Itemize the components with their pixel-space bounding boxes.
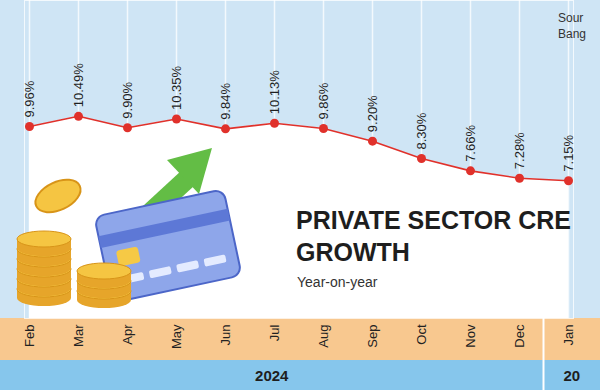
svg-text:7.15%: 7.15% bbox=[561, 134, 576, 171]
svg-text:9.90%: 9.90% bbox=[120, 81, 135, 118]
html-text:PRIVATE SECTOR CRE GROWTH: PRIVATE SECTOR CRE GROWTH bbox=[296, 206, 571, 266]
svg-text:Mar: Mar bbox=[71, 324, 86, 347]
html-text:Sour Bang: Sour Bang bbox=[558, 11, 586, 41]
svg-text:9.86%: 9.86% bbox=[316, 82, 331, 119]
svg-text:Nov: Nov bbox=[463, 324, 478, 348]
svg-text:7.28%: 7.28% bbox=[512, 132, 527, 169]
svg-text:Apr: Apr bbox=[120, 324, 135, 345]
svg-text:Jul: Jul bbox=[267, 324, 282, 341]
svg-text:Feb: Feb bbox=[22, 325, 37, 347]
svg-text:10.13%: 10.13% bbox=[267, 70, 282, 115]
svg-text:10.35%: 10.35% bbox=[169, 65, 184, 110]
svg-text:Jun: Jun bbox=[218, 325, 233, 346]
svg-text:9.20%: 9.20% bbox=[365, 95, 380, 132]
svg-text:20: 20 bbox=[563, 367, 580, 384]
svg-text:2024: 2024 bbox=[255, 367, 289, 384]
svg-text:9.96%: 9.96% bbox=[22, 80, 37, 117]
svg-text:Sep: Sep bbox=[365, 325, 380, 348]
svg-text:Aug: Aug bbox=[316, 325, 331, 348]
svg-text:May: May bbox=[169, 324, 184, 349]
html-text:Year-on-year: Year-on-year bbox=[297, 274, 378, 290]
svg-text:Oct: Oct bbox=[414, 324, 429, 345]
svg-text:Jan: Jan bbox=[561, 325, 576, 346]
svg-text:10.49%: 10.49% bbox=[71, 63, 86, 108]
svg-text:7.66%: 7.66% bbox=[463, 125, 478, 162]
svg-text:8.30%: 8.30% bbox=[414, 112, 429, 149]
svg-text:Dec: Dec bbox=[512, 324, 527, 348]
svg-text:9.84%: 9.84% bbox=[218, 83, 233, 120]
